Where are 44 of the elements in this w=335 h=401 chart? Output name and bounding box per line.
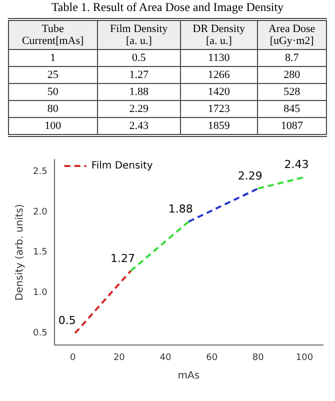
text: 0.5 bbox=[97, 50, 181, 66]
y-tick-label: 2.0 bbox=[32, 207, 48, 218]
text: 1 bbox=[8, 50, 98, 66]
text: 845 bbox=[257, 100, 326, 118]
text: 25 bbox=[8, 66, 98, 84]
text: 80 bbox=[8, 100, 98, 118]
text: 2.29 bbox=[97, 100, 181, 118]
text: 280 bbox=[257, 66, 326, 84]
y-tick-label: 1.0 bbox=[32, 288, 48, 298]
y-axis-title: Density (arb. units) bbox=[14, 204, 26, 301]
text: 1859 bbox=[180, 118, 258, 136]
text: 50 bbox=[8, 84, 98, 100]
text: Table 1. Result of Area Dose and Image Density bbox=[50, 0, 285, 15]
legend-label: Film Density bbox=[91, 160, 153, 172]
data-label: 1.27 bbox=[110, 252, 135, 265]
text: 8.7 bbox=[257, 50, 326, 66]
category-label: Film Density [a. u.] bbox=[109, 23, 169, 47]
data-label: 2.43 bbox=[284, 158, 309, 172]
x-tick-label: 100 bbox=[296, 352, 314, 363]
data-label: 2.29 bbox=[238, 169, 262, 182]
text: 1087 bbox=[257, 118, 326, 136]
text: 1.27 bbox=[97, 66, 181, 84]
data-label: 1.88 bbox=[168, 202, 193, 216]
text: 2.43 bbox=[97, 118, 181, 136]
category-label: Area Dose [uGy·m2] bbox=[267, 23, 316, 47]
x-tick-label: 80 bbox=[252, 352, 264, 363]
data-label: 0.5 bbox=[58, 314, 76, 328]
category-label: Tube Current[mAs] bbox=[20, 23, 85, 47]
text: 1266 bbox=[180, 66, 258, 84]
text: 1420 bbox=[180, 84, 258, 100]
text: 1723 bbox=[180, 100, 258, 118]
x-tick-label: 0 bbox=[70, 352, 76, 363]
category-label: DR Density [a. u.] bbox=[192, 23, 246, 47]
x-axis-title: mAs bbox=[178, 370, 200, 382]
x-tick-label: 60 bbox=[206, 352, 218, 363]
y-tick-label: 2.5 bbox=[32, 166, 48, 177]
y-tick-label: 0.5 bbox=[32, 328, 48, 338]
text: 528 bbox=[257, 84, 326, 100]
x-tick-label: 40 bbox=[160, 352, 172, 363]
y-tick-label: 1.5 bbox=[32, 248, 48, 258]
x-tick-label: 20 bbox=[113, 352, 126, 363]
text: 1.88 bbox=[97, 84, 181, 100]
text: 1130 bbox=[180, 50, 258, 66]
text: 100 bbox=[8, 118, 98, 136]
